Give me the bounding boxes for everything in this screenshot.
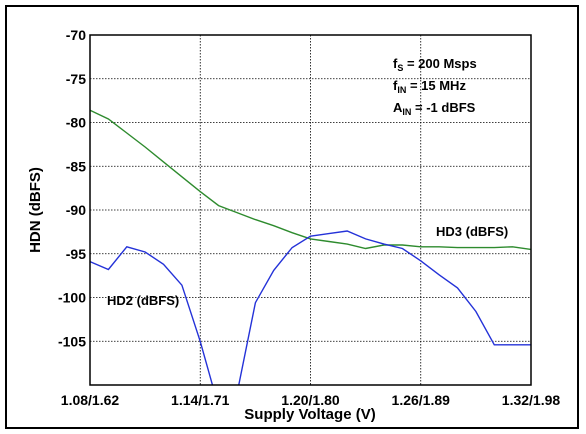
hd3-series-line — [90, 109, 531, 251]
input-amplitude-label: AIN = -1 dBFS — [393, 100, 476, 117]
y-axis-title: HDN (dBFS) — [27, 167, 44, 253]
hd2-series-line — [90, 230, 531, 385]
test-conditions-annotation: fS = 200 Msps fIN = 15 MHz AIN = -1 dBFS — [393, 56, 477, 117]
x-tick-label: 1.26/1.89 — [392, 392, 451, 408]
grid-lines — [90, 35, 531, 385]
y-tick-labels: -105 -100 -95 -90 -85 -80 -75 -70 — [58, 27, 86, 349]
y-tick-label: -95 — [66, 246, 86, 262]
y-tick-label: -75 — [66, 71, 86, 87]
series-lines — [90, 109, 531, 385]
plot-area-border — [89, 34, 532, 386]
x-axis-title: Supply Voltage (V) — [244, 406, 375, 423]
y-tick-label: -100 — [58, 290, 86, 306]
x-tick-label: 1.20/1.80 — [281, 392, 340, 408]
x-tick-label: 1.14/1.71 — [171, 392, 230, 408]
hd3-series-label: HD3 (dBFS) — [436, 224, 508, 239]
sampling-frequency-label: fS = 200 Msps — [393, 56, 477, 73]
x-tick-label: 1.32/1.98 — [502, 392, 561, 408]
input-frequency-label: fIN = 15 MHz — [393, 78, 466, 95]
y-tick-label: -85 — [66, 158, 86, 174]
y-tick-label: -105 — [58, 333, 86, 349]
x-tick-label: 1.08/1.62 — [61, 392, 120, 408]
y-tick-label: -80 — [66, 115, 86, 131]
y-tick-label: -70 — [66, 27, 86, 43]
y-tick-label: -90 — [66, 202, 86, 218]
chart-frame — [5, 5, 579, 429]
hd2-series-label: HD2 (dBFS) — [107, 293, 179, 308]
x-tick-labels: 1.08/1.62 1.14/1.71 1.20/1.80 1.26/1.89 1.32… — [61, 392, 561, 408]
